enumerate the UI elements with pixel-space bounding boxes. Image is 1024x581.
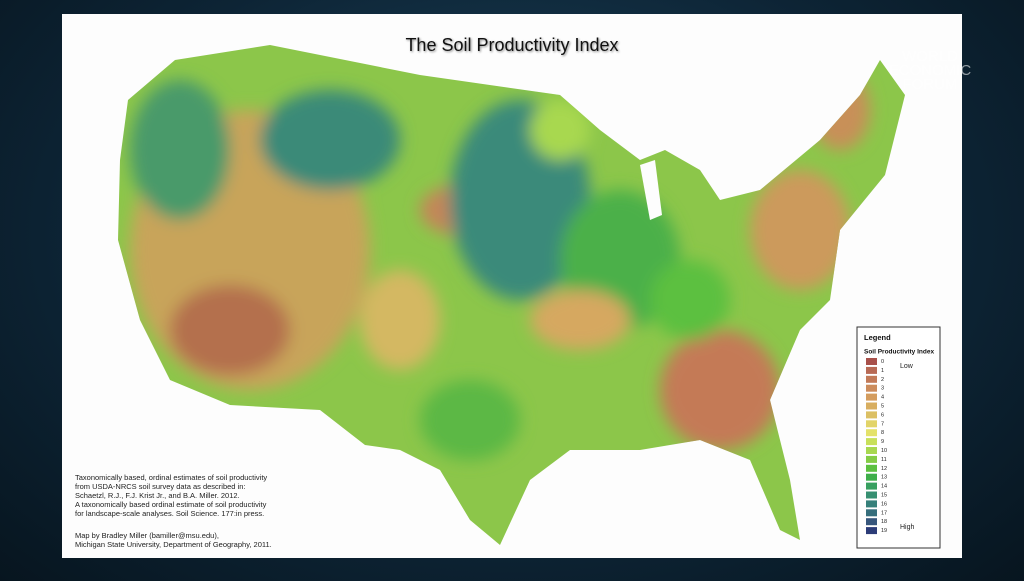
credit-line: Map by Bradley Miller (bamiller@msu.edu)… [75,531,219,540]
legend-label: 12 [881,466,887,472]
legend-swatch [866,491,877,499]
legend-swatch [866,455,877,463]
legend-high: High [900,524,915,531]
note-line: Schaetzl, R.J., F.J. Krist Jr., and B.A.… [75,491,240,500]
legend-label: 9 [881,439,884,445]
legend-swatch [866,482,877,490]
legend-label: 16 [881,501,887,507]
legend-low: Low [900,363,914,370]
legend-swatch [866,402,877,410]
legend-swatch [866,429,877,437]
legend-swatch [866,366,877,374]
legend-swatch [866,411,877,419]
legend-swatch [866,393,877,401]
legend-label: 4 [881,395,884,401]
legend-label: 8 [881,430,884,436]
legend-label: 7 [881,421,884,427]
legend-swatch [866,464,877,472]
legend-label: 17 [881,510,887,516]
legend-label: 18 [881,519,887,525]
legend-subheading: Soil Productivity Index [864,349,934,356]
note-line: from USDA-NRCS soil survey data as descr… [75,482,245,491]
legend-swatch [866,447,877,454]
legend-label: 11 [881,457,887,463]
legend-swatch [866,518,877,526]
watermark-line: WORLD [902,48,958,65]
legend-swatch [866,509,877,517]
note-line: for landscape-scale analyses. Soil Scien… [75,509,264,518]
note-line: Taxonomically based, ordinal estimates o… [75,473,267,482]
legend-label: 13 [881,475,887,481]
legend-label: 6 [881,412,884,418]
legend-swatch [866,500,877,508]
legend-label: 2 [881,377,884,383]
legend-heading: Legend [864,333,891,342]
legend-label: 10 [881,448,887,454]
legend-label: 14 [881,484,887,490]
legend-swatch [866,420,877,428]
legend-label: 1 [881,368,884,374]
map-title: The Soil Productivity Index [405,35,618,55]
legend-swatch [866,375,877,383]
legend-label: 15 [881,492,887,498]
credit: Map by Bradley Miller (bamiller@msu.edu)… [75,531,272,549]
note-line: A taxonomically based ordinal estimate o… [75,500,267,509]
legend-swatch [866,473,877,481]
legend-swatch [866,358,877,365]
watermark-line: ECONOMIC [889,62,972,79]
legend-label: 19 [881,528,887,534]
legend-swatch [866,438,877,446]
notes: Taxonomically based, ordinal estimates o… [75,473,267,518]
legend-swatch [866,527,877,535]
credit-line: Michigan State University, Department of… [75,540,272,549]
watermark-line: FORUM [903,76,958,93]
legend-swatch [866,384,877,392]
legend-label: 3 [881,386,884,392]
legend-label: 0 [881,359,884,365]
legend-label: 5 [881,403,884,409]
